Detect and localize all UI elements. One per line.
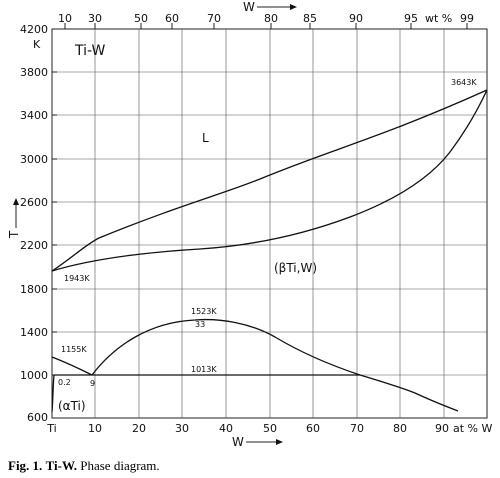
liquidus-curve: [51, 89, 488, 272]
alpha-solvus: [51, 374, 55, 413]
y-tick-label: 4200: [20, 23, 48, 36]
beta-miscibility-gap: [91, 318, 459, 412]
plot-frame: [51, 28, 488, 419]
annotation-eutectoid-temp: 1013K: [191, 365, 217, 374]
top-unit-label: wt %: [425, 12, 452, 25]
system-label: Ti-W: [74, 43, 105, 59]
y-axis-ticks: [52, 28, 57, 419]
annotation-w-melting: 3643K: [451, 78, 477, 87]
top-tick-label: 70: [207, 12, 221, 25]
bottom-end-label-ti: Ti: [46, 422, 56, 435]
y-unit-label: K: [33, 38, 41, 51]
top-axis-labels: 10 30 50 60 70 80 85 90 95 wt % 99: [58, 12, 474, 25]
top-tick-label: 95: [404, 12, 418, 25]
bottom-tick-label: 50: [263, 422, 277, 435]
y-tick-label: 1000: [20, 369, 48, 382]
bottom-axis-title: W: [232, 435, 244, 449]
alpha-beta-boundary: [51, 356, 93, 376]
phase-label-beta: (βTi,W): [274, 261, 317, 275]
bottom-tick-label: 40: [219, 422, 233, 435]
top-axis-ticks: [64, 23, 468, 29]
top-tick-label: 80: [264, 12, 278, 25]
solidus-curve: [51, 89, 488, 272]
y-axis-title: T: [7, 230, 21, 239]
y-tick-label: 3000: [20, 153, 48, 166]
bottom-tick-label: 30: [175, 422, 189, 435]
y-tick-label: 3400: [20, 109, 48, 122]
y-tick-label: 3800: [20, 66, 48, 79]
y-tick-label: 2200: [20, 239, 48, 252]
phase-label-liquid: L: [202, 131, 209, 145]
bottom-tick-label: 70: [350, 422, 364, 435]
y-tick-label: 1800: [20, 283, 48, 296]
y-tick-label: 1400: [20, 326, 48, 339]
top-axis-arrowhead: [290, 4, 297, 10]
top-tick-label: 85: [303, 12, 317, 25]
bottom-unit-label: at %: [453, 422, 478, 435]
bottom-axis-labels: Ti 10 20 30 40 50 60 70 80 90 at % W: [46, 422, 492, 435]
bottom-tick-label: 90: [435, 422, 449, 435]
y-tick-label: 2600: [20, 196, 48, 209]
y-axis-arrowhead: [13, 198, 19, 205]
phase-label-alpha: (αTi): [58, 399, 86, 413]
top-tick-label: 10: [58, 12, 72, 25]
annotation-alpha-beta-transition: 1155K: [61, 345, 87, 354]
top-axis-title: W: [243, 0, 255, 14]
y-tick-label: 600: [27, 411, 48, 424]
top-tick-label: 99: [460, 12, 474, 25]
top-tick-label: 60: [165, 12, 179, 25]
phase-diagram: 10 30 50 60 70 80 85 90 95 wt % 99 W 600…: [7, 0, 493, 449]
caption-system: Ti-W.: [45, 458, 77, 473]
top-tick-label: 50: [134, 12, 148, 25]
bottom-tick-label: 10: [88, 422, 102, 435]
annotation-monotectoid-comp: 33: [195, 320, 205, 329]
bottom-end-label-w: W: [482, 422, 493, 435]
top-tick-label: 90: [349, 12, 363, 25]
caption-text: Phase diagram.: [80, 458, 160, 473]
x-gridlines: [94, 29, 445, 418]
bottom-tick-label: 20: [132, 422, 146, 435]
y-gridlines: [52, 71, 487, 376]
caption-prefix: Fig. 1.: [8, 458, 43, 473]
bottom-axis-arrowhead: [276, 439, 283, 445]
figure-caption: Fig. 1. Ti-W. Phase diagram.: [8, 458, 160, 474]
annotation-alpha-solubility: 0.2: [58, 378, 71, 387]
annotation-eutectoid-comp: 9: [90, 379, 95, 388]
bottom-tick-label: 60: [306, 422, 320, 435]
bottom-tick-label: 80: [393, 422, 407, 435]
y-axis-labels: 600 1000 1400 1800 2200 2600 3000 3400 3…: [20, 23, 48, 424]
annotation-ti-melting: 1943K: [64, 274, 90, 283]
annotation-monotectoid-top: 1523K: [191, 307, 217, 316]
top-tick-label: 30: [88, 12, 102, 25]
